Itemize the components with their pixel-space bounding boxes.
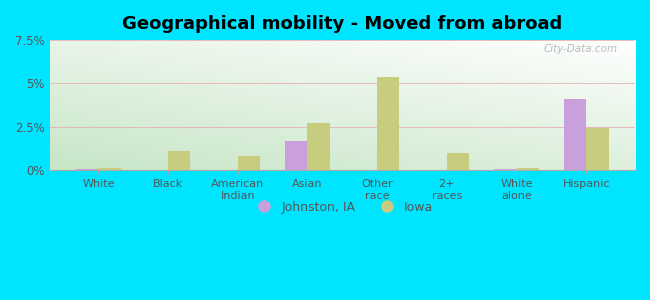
Bar — [586, 128, 608, 170]
Bar — [168, 151, 190, 170]
Bar — [447, 153, 469, 170]
Bar — [98, 169, 121, 170]
Bar — [76, 169, 98, 170]
Text: City-Data.com: City-Data.com — [543, 44, 618, 54]
Bar — [285, 141, 307, 170]
Legend: Johnston, IA, Iowa: Johnston, IA, Iowa — [246, 196, 438, 219]
Bar — [377, 76, 400, 170]
Bar — [564, 99, 586, 170]
Bar — [238, 156, 260, 170]
Bar — [307, 123, 330, 170]
Bar — [494, 169, 517, 170]
Title: Geographical mobility - Moved from abroad: Geographical mobility - Moved from abroa… — [122, 15, 562, 33]
Bar — [517, 168, 539, 170]
